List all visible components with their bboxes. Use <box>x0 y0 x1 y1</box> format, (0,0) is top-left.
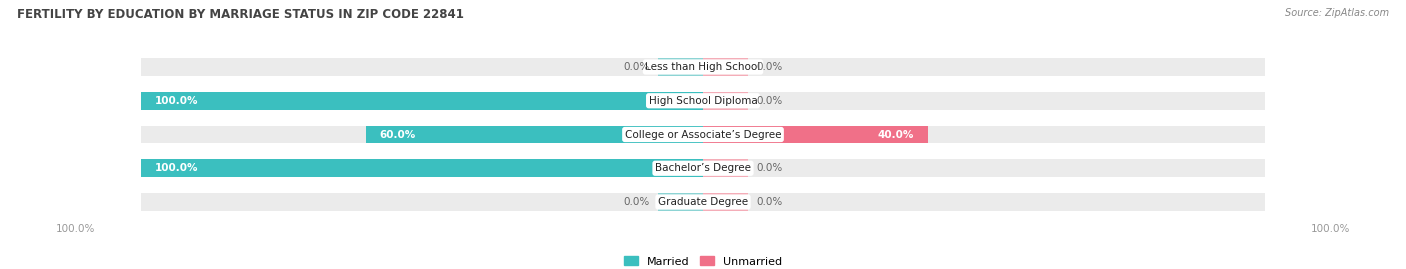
Bar <box>141 160 703 177</box>
Text: 40.0%: 40.0% <box>877 129 914 140</box>
Bar <box>703 160 748 177</box>
Text: 0.0%: 0.0% <box>756 96 783 106</box>
Text: 0.0%: 0.0% <box>756 62 783 72</box>
Text: Graduate Degree: Graduate Degree <box>658 197 748 207</box>
Bar <box>703 193 748 211</box>
Bar <box>141 126 703 143</box>
Text: FERTILITY BY EDUCATION BY MARRIAGE STATUS IN ZIP CODE 22841: FERTILITY BY EDUCATION BY MARRIAGE STATU… <box>17 8 464 21</box>
Text: 60.0%: 60.0% <box>380 129 416 140</box>
Text: Less than High School: Less than High School <box>645 62 761 72</box>
Text: 100.0%: 100.0% <box>1310 224 1350 234</box>
Text: 100.0%: 100.0% <box>56 224 96 234</box>
Bar <box>703 58 1265 76</box>
Bar <box>703 92 748 109</box>
Bar <box>141 160 703 177</box>
Text: High School Diploma: High School Diploma <box>648 96 758 106</box>
Bar <box>366 126 703 143</box>
Bar <box>658 58 703 76</box>
Bar <box>703 58 748 76</box>
Bar <box>703 126 1265 143</box>
Bar <box>141 92 703 109</box>
Bar <box>703 193 1265 211</box>
Text: 0.0%: 0.0% <box>623 62 650 72</box>
Bar <box>658 193 703 211</box>
Bar <box>703 160 1265 177</box>
Text: 0.0%: 0.0% <box>756 163 783 173</box>
Text: 0.0%: 0.0% <box>756 197 783 207</box>
Text: Bachelor’s Degree: Bachelor’s Degree <box>655 163 751 173</box>
Bar <box>141 58 703 76</box>
Text: 0.0%: 0.0% <box>623 197 650 207</box>
Legend: Married, Unmarried: Married, Unmarried <box>624 256 782 267</box>
Bar <box>141 92 703 109</box>
Bar <box>141 193 703 211</box>
Text: Source: ZipAtlas.com: Source: ZipAtlas.com <box>1285 8 1389 18</box>
Bar <box>703 92 1265 109</box>
Bar <box>703 126 928 143</box>
Text: College or Associate’s Degree: College or Associate’s Degree <box>624 129 782 140</box>
Text: 100.0%: 100.0% <box>155 96 198 106</box>
Text: 100.0%: 100.0% <box>155 163 198 173</box>
